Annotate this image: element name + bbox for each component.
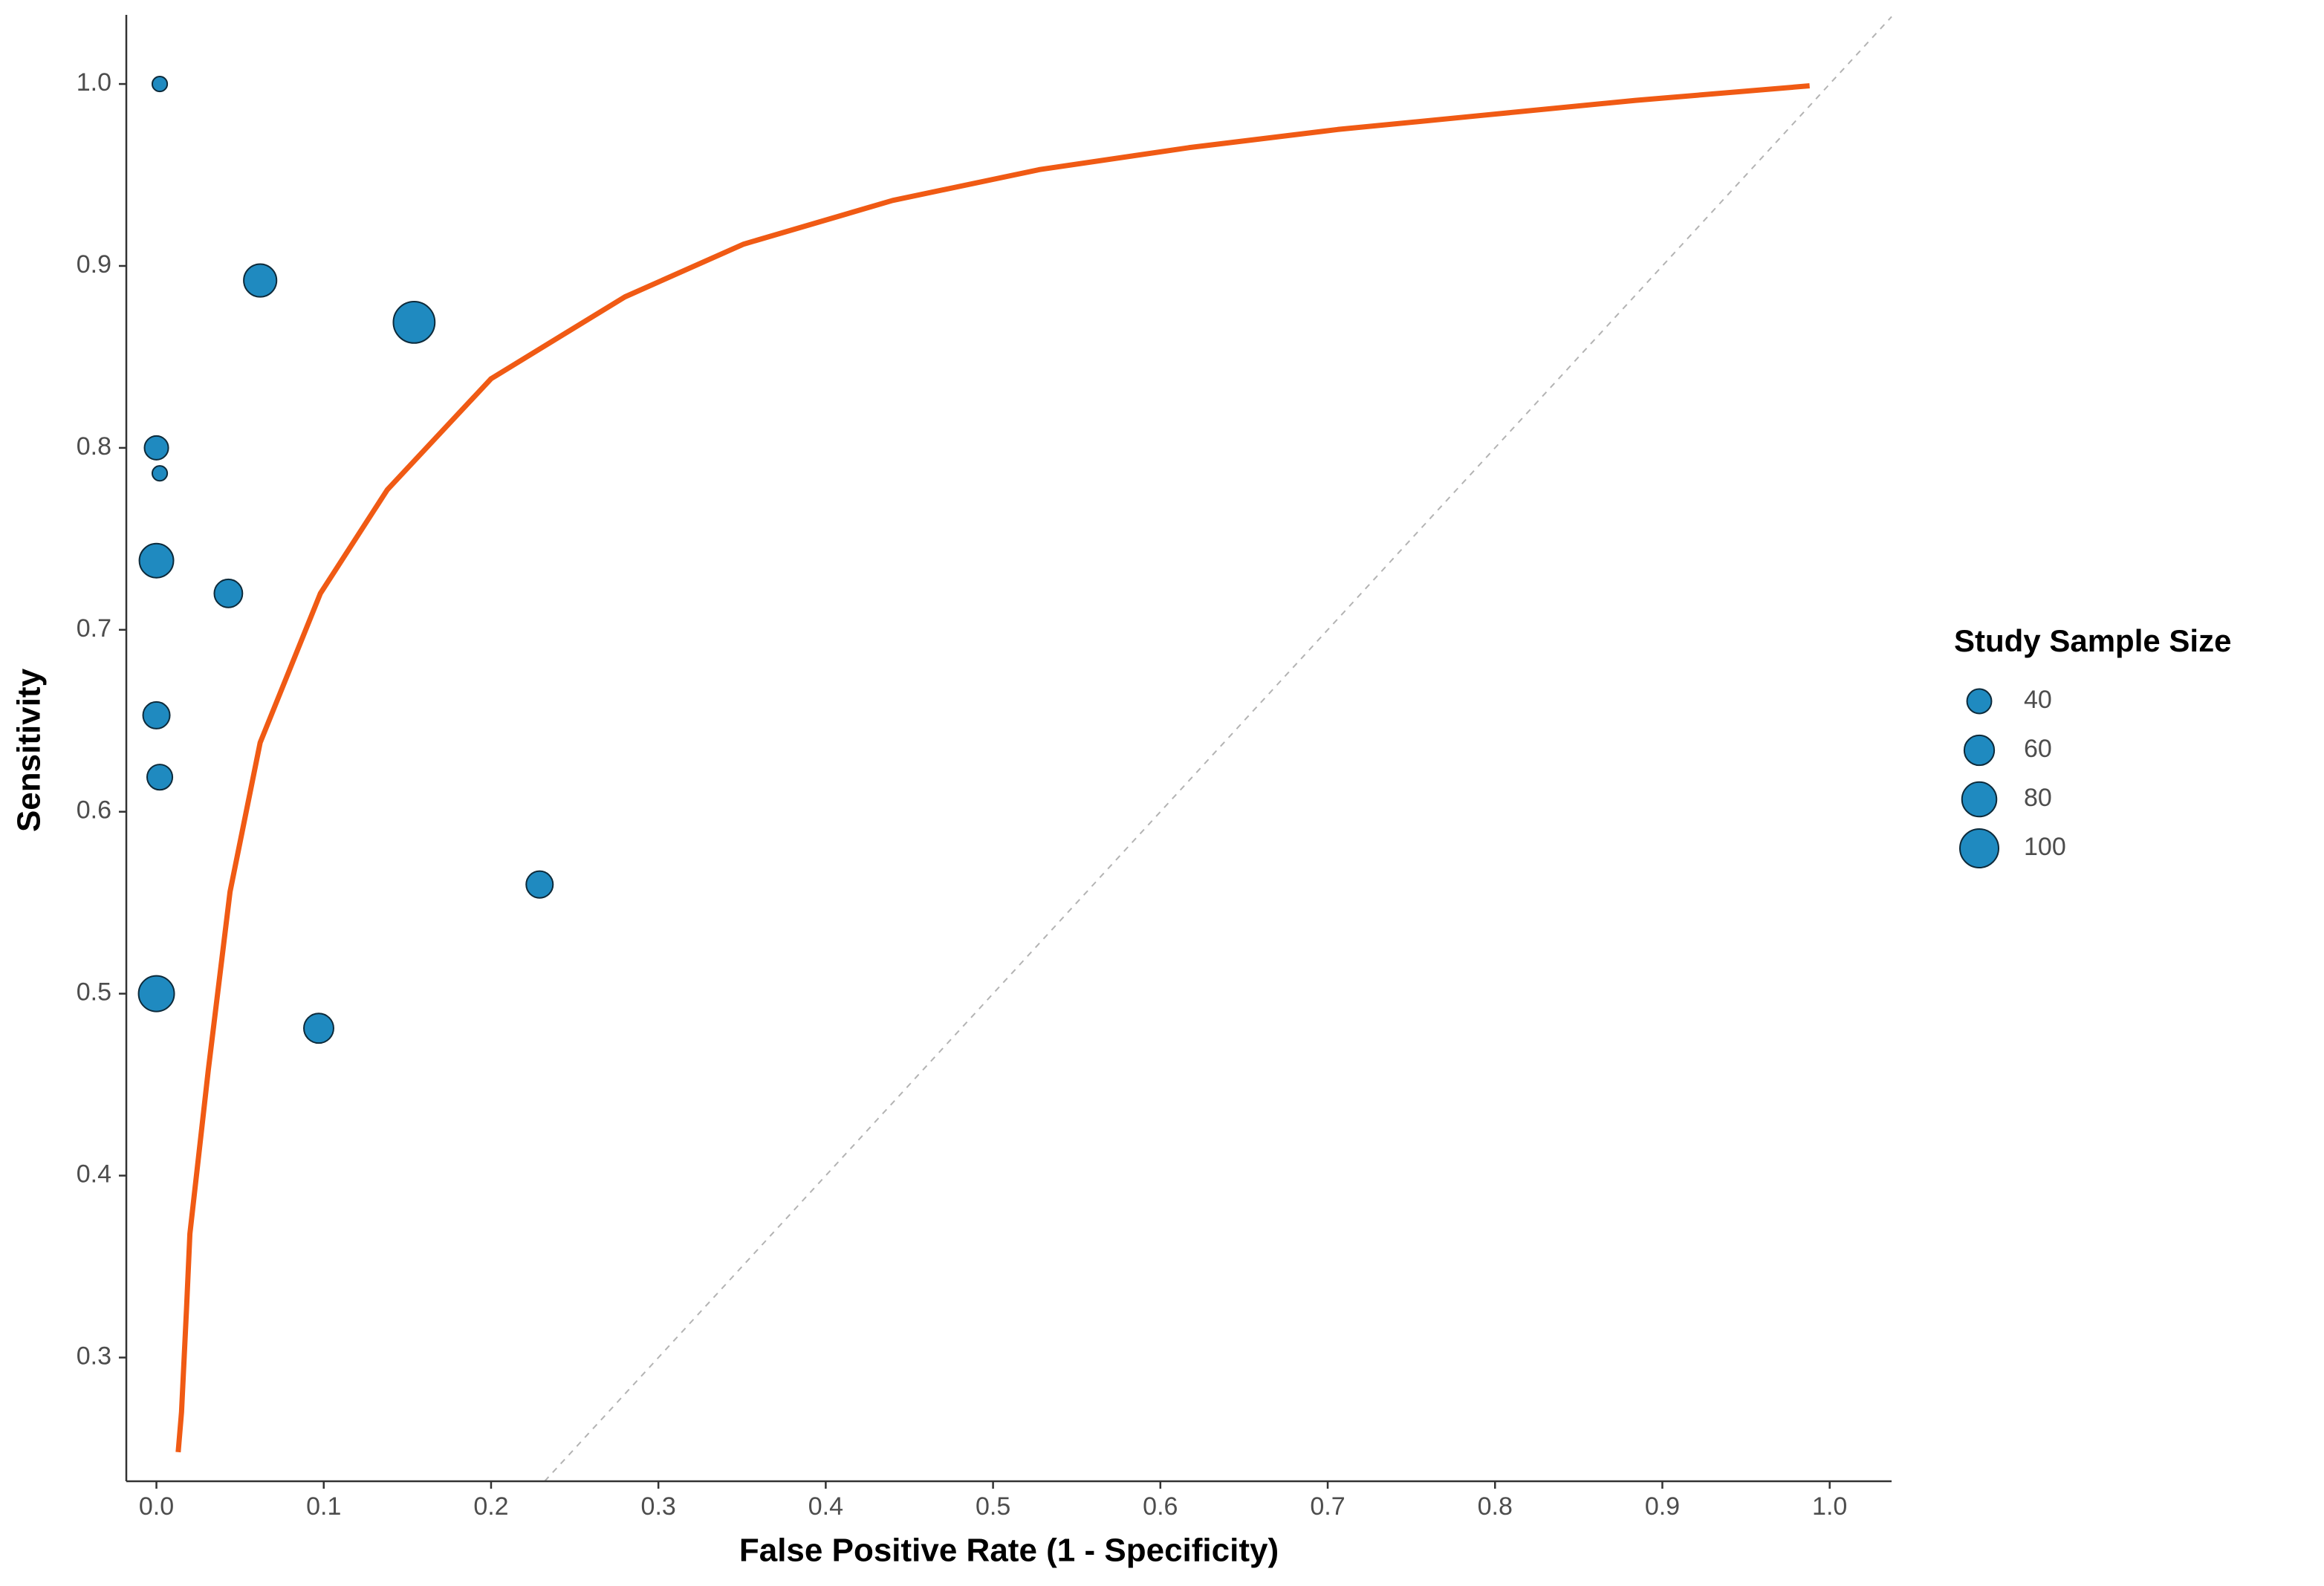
x-tick-label: 0.4 <box>808 1492 843 1521</box>
legend-label: 60 <box>2024 735 2052 763</box>
x-tick-label: 0.9 <box>1645 1492 1680 1521</box>
y-tick-label: 0.8 <box>77 432 111 461</box>
legend-symbol <box>1959 828 1999 868</box>
x-tick-label: 0.5 <box>976 1492 1010 1521</box>
y-tick-label: 0.3 <box>77 1342 111 1370</box>
study-point <box>146 764 174 791</box>
x-tick-label: 0.1 <box>306 1492 341 1521</box>
study-point <box>137 975 175 1013</box>
y-tick-label: 0.5 <box>77 978 111 1007</box>
legend-title: Study Sample Size <box>1954 623 2231 658</box>
study-point <box>151 75 169 93</box>
y-axis-title: Sensitivity <box>11 668 48 832</box>
x-tick-label: 0.3 <box>641 1492 676 1521</box>
sroc-curve <box>175 83 1810 1453</box>
study-point <box>143 435 169 461</box>
study-point <box>525 870 554 899</box>
reference-diagonal <box>544 16 1892 1482</box>
study-point <box>303 1013 334 1044</box>
x-tick-label: 1.0 <box>1812 1492 1847 1521</box>
legend-label: 100 <box>2024 833 2066 861</box>
y-tick-label: 0.9 <box>77 250 111 279</box>
y-tick-label: 0.7 <box>77 614 111 643</box>
x-tick-label: 0.0 <box>139 1492 174 1521</box>
x-tick-label: 0.7 <box>1310 1492 1345 1521</box>
study-point <box>243 263 278 298</box>
legend-label: 40 <box>2024 686 2052 714</box>
legend-label: 80 <box>2024 784 2052 812</box>
x-tick-label: 0.6 <box>1143 1492 1178 1521</box>
legend-symbol <box>1966 688 1993 715</box>
y-tick-label: 0.6 <box>77 796 111 825</box>
legend-symbol <box>1961 781 1998 818</box>
legend-symbol <box>1963 734 1996 767</box>
y-tick-label: 1.0 <box>77 68 111 97</box>
x-tick-label: 0.2 <box>473 1492 508 1521</box>
study-point <box>142 701 171 729</box>
study-point <box>213 578 244 608</box>
x-axis-title: False Positive Rate (1 - Specificity) <box>739 1533 1279 1569</box>
study-point <box>138 542 175 579</box>
y-tick-label: 0.4 <box>77 1160 111 1189</box>
x-tick-label: 0.8 <box>1478 1492 1513 1521</box>
study-point <box>151 465 169 482</box>
study-point <box>392 301 436 344</box>
